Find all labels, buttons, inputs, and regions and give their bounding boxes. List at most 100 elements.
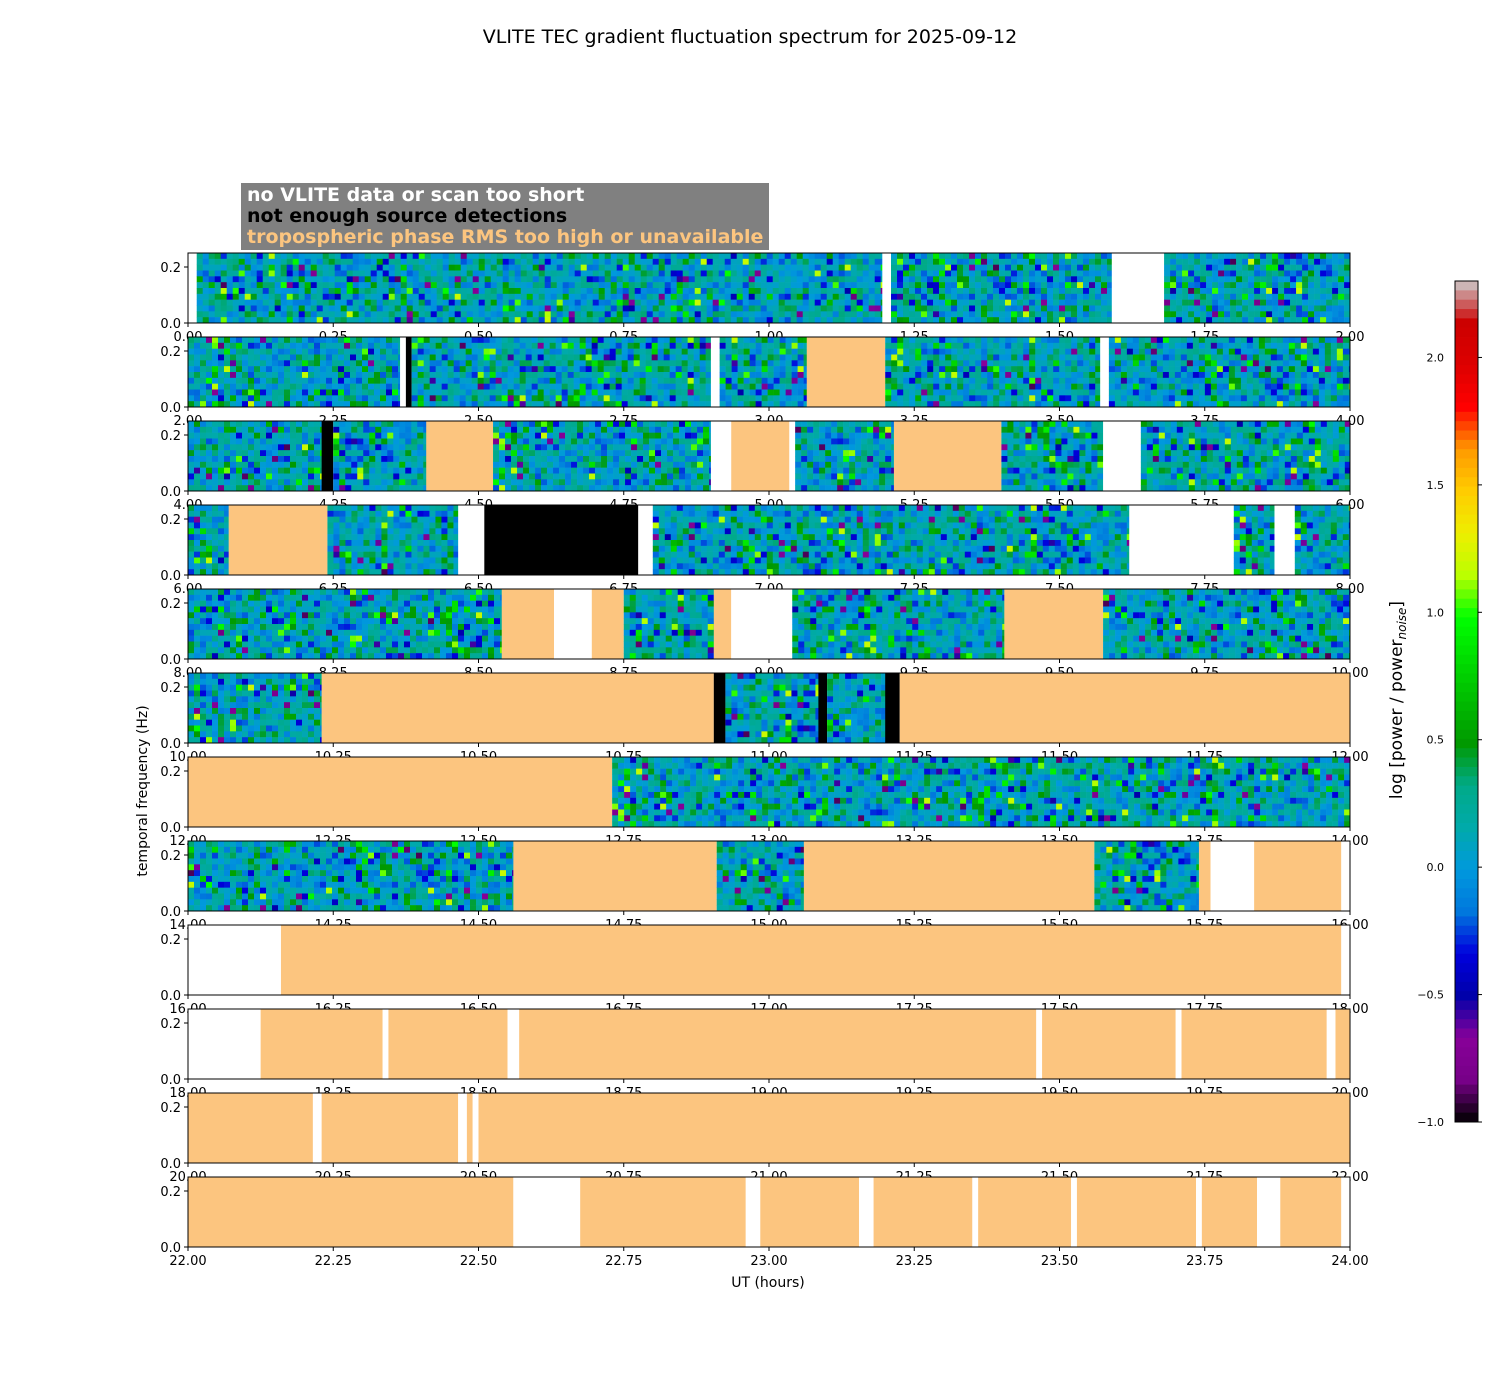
spectrum-cell [256, 264, 264, 271]
spectrum-cell [278, 461, 285, 468]
spectrum-cell [796, 311, 804, 318]
spectrum-cell [963, 337, 970, 344]
spectrum-cell [1120, 372, 1128, 379]
spectrum-cell [326, 366, 333, 373]
spectrum-cell [472, 276, 480, 283]
spectrum-cell [748, 258, 756, 265]
spectrum-cell [358, 276, 366, 283]
spectrum-cell [345, 473, 352, 480]
spectrum-cell [328, 270, 336, 277]
spectrum-cell [1089, 282, 1096, 289]
spectrum-cell [338, 389, 345, 396]
spectrum-cell [603, 383, 610, 390]
spectrum-cell [1023, 395, 1030, 402]
spectrum-cell [1296, 311, 1303, 318]
spectrum-cell [1236, 282, 1243, 289]
spectrum-cell [663, 389, 670, 396]
spectrum-cell [466, 270, 474, 277]
spectrum-cell [1246, 366, 1254, 373]
spectrum-cell [975, 360, 982, 367]
spectrum-cell [1294, 389, 1302, 396]
spectrum-cell [242, 360, 249, 367]
spectrum-cell [1047, 282, 1054, 289]
spectrum-cell [688, 288, 696, 295]
spectrum-cell [1300, 366, 1308, 373]
spectrum-cell [1338, 264, 1345, 271]
spectrum-cell [339, 456, 346, 463]
spectrum-cell [505, 450, 512, 457]
spectrum-cell [1059, 401, 1066, 408]
spectrum-cell [743, 348, 750, 355]
spectrum-cell [1041, 282, 1048, 289]
spectrum-cell [981, 337, 988, 344]
spectrum-cell [511, 450, 518, 457]
spectrum-cell [244, 270, 252, 277]
spectrum-cell [436, 311, 444, 318]
spectrum-cell [549, 389, 556, 396]
spectrum-cell [1312, 372, 1320, 379]
spectrum-cell [423, 377, 430, 384]
spectrum-cell [921, 264, 928, 271]
spectrum-cell [718, 299, 726, 306]
spectrum-cell [766, 317, 774, 324]
spectrum-cell [706, 317, 714, 324]
spectrum-cell [272, 473, 279, 480]
spectrum-cell [212, 456, 219, 463]
spectrum-cell [1230, 311, 1237, 318]
spectrum-cell [933, 366, 940, 373]
spectrum-cell [1236, 258, 1243, 265]
spectrum-cell [260, 377, 267, 384]
spectrum-cell [1156, 372, 1164, 379]
spectrum-cell [508, 264, 516, 271]
spectrum-cell [957, 317, 964, 324]
spectrum-cell [1192, 395, 1200, 402]
spectrum-cell [517, 432, 524, 439]
spectrum-cell [1023, 389, 1030, 396]
spectrum-cell [951, 293, 958, 300]
spectrum-cell [1194, 282, 1201, 289]
spectrum-cell [718, 293, 726, 300]
spectrum-cell [547, 432, 554, 439]
spectrum-cell [1216, 354, 1224, 361]
spectrum-cell [748, 253, 756, 260]
spectrum-cell [236, 354, 243, 361]
spectrum-cell [212, 389, 219, 396]
spectrum-cell [320, 461, 322, 468]
spectrum-cell [1246, 342, 1254, 349]
spectrum-cell [238, 258, 246, 265]
spectrum-cell [326, 383, 333, 390]
spectrum-cell [1302, 299, 1309, 306]
spectrum-cell [529, 467, 536, 474]
spectrum-cell [206, 401, 213, 408]
spectrum-cell [1324, 366, 1332, 373]
spectrum-cell [406, 276, 414, 283]
spectrum-cell [969, 348, 976, 355]
spectrum-cell [574, 258, 582, 265]
spectrum-cell [568, 253, 576, 260]
spectrum-cell [340, 317, 348, 324]
spectrum-cell [220, 317, 228, 324]
spectrum-cell [761, 366, 768, 373]
spectrum-cell [292, 282, 300, 289]
spectrum-cell [927, 377, 934, 384]
spectrum-cell [802, 288, 810, 295]
spectrum-cell [374, 395, 381, 402]
spectrum-cell [471, 366, 478, 373]
spectrum-cell [761, 401, 768, 408]
spectrum-cell [951, 348, 958, 355]
spectrum-cell [621, 337, 628, 344]
spectrum-cell [369, 461, 376, 468]
spectrum-cell [862, 282, 870, 289]
spectrum-cell [230, 456, 237, 463]
spectrum-cell [1254, 293, 1261, 300]
spectrum-cell [537, 337, 544, 344]
spectrum-cell [254, 450, 261, 457]
spectrum-cell [981, 288, 988, 295]
spectrum-cell [909, 258, 916, 265]
spectrum-cell [1302, 305, 1309, 312]
spectrum-cell [567, 366, 574, 373]
spectrum-cell [1264, 348, 1272, 355]
spectrum-cell [316, 253, 324, 260]
spectrum-cell [364, 253, 372, 260]
spectrum-cell [400, 299, 408, 306]
